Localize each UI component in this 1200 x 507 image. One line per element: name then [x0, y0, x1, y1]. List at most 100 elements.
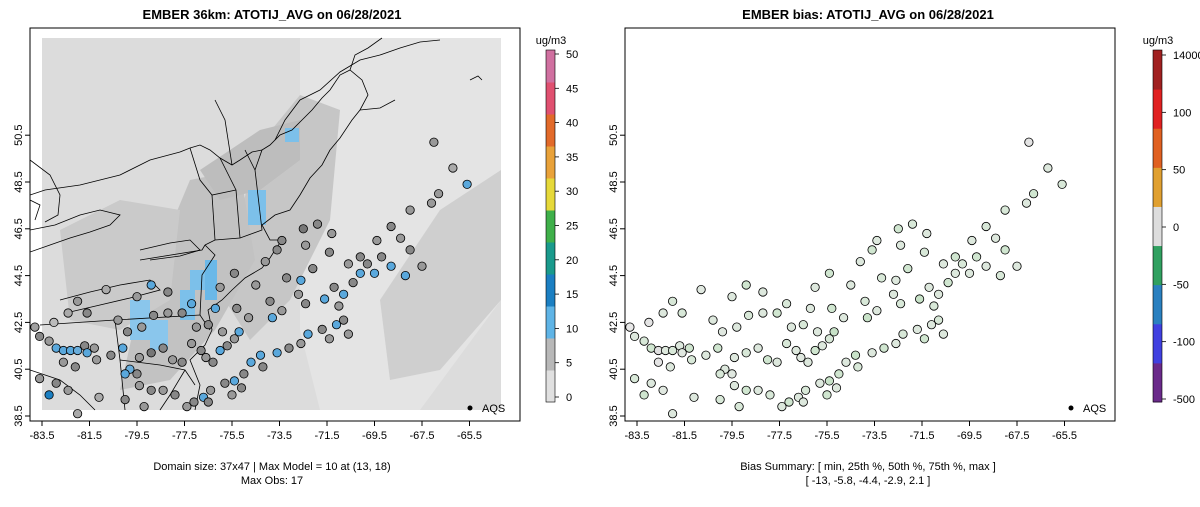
left-station-marker [255, 350, 266, 360]
right-station-marker [727, 292, 737, 302]
left-station-marker [44, 336, 54, 346]
left-colorbar-tick-label: 25 [566, 221, 578, 233]
left-station-marker [73, 296, 83, 306]
left-station-marker [433, 189, 444, 199]
right-station-marker [924, 282, 934, 292]
left-station-marker [229, 268, 239, 278]
right-station-marker [912, 324, 922, 334]
left-station-marker [236, 383, 247, 393]
right-station-marker [950, 268, 960, 278]
left-colorbar-segment [546, 306, 555, 339]
right-station-marker [898, 329, 908, 339]
right-colorbar-segment [1153, 89, 1162, 129]
left-station-marker [94, 392, 104, 402]
left-station-marker [296, 338, 306, 349]
left-station-marker [146, 280, 156, 290]
left-station-marker [34, 373, 45, 384]
left-colorbar-segment [546, 370, 555, 403]
right-aqs-legend-label: AQS [1083, 403, 1106, 415]
left-station-marker [122, 327, 133, 337]
right-station-marker [957, 259, 968, 269]
right-colorbar-segment [1153, 323, 1162, 364]
right-station-marker [629, 373, 640, 384]
left-y-tick-label: 42.5 [13, 312, 25, 333]
right-station-marker [829, 327, 839, 337]
right-x-tick-label: -65.5 [1052, 430, 1077, 442]
left-station-marker [293, 289, 304, 299]
right-colorbar-segment [1153, 362, 1162, 403]
right-station-marker [727, 369, 737, 379]
right-station-marker [684, 343, 694, 353]
right-station-marker [938, 329, 949, 339]
left-colorbar-tick-label: 0 [566, 392, 572, 404]
left-station-marker [372, 235, 382, 246]
left-station-marker [168, 355, 178, 365]
left-station-marker [362, 259, 372, 269]
right-station-marker [879, 343, 889, 353]
right-station-marker [781, 338, 792, 349]
left-station-marker [296, 275, 306, 285]
left-colorbar-tick-label: 20 [566, 255, 578, 267]
left-station-marker [44, 390, 54, 400]
right-y-tick-label: 44.5 [608, 265, 620, 286]
right-station-marker [853, 362, 863, 372]
right-station-marker [867, 245, 877, 255]
right-station-marker [772, 357, 782, 367]
left-aqs-legend-label: AQS [482, 403, 505, 415]
right-station-marker [1029, 189, 1039, 199]
right-station-marker [990, 233, 1001, 243]
right-station-marker [689, 392, 699, 402]
left-station-marker [163, 287, 173, 297]
right-station-marker [860, 296, 870, 306]
right-colorbar: ug/m3 -500-100-5005010014000 [1143, 35, 1200, 406]
left-station-marker [146, 348, 156, 358]
left-station-marker [327, 228, 337, 239]
right-plot-frame [624, 27, 1116, 422]
right-station-marker [762, 355, 773, 365]
left-station-marker [229, 334, 239, 344]
right-station-marker [914, 294, 925, 304]
left-station-marker [158, 385, 168, 395]
right-y-tick-label: 42.5 [608, 312, 620, 333]
left-station-marker [120, 394, 130, 405]
left-station-marker [324, 247, 334, 257]
left-station-marker [137, 322, 147, 332]
right-station-marker [758, 308, 768, 318]
right-station-marker [805, 303, 816, 313]
left-station-marker [251, 280, 261, 290]
left-basemap [30, 37, 483, 411]
left-station-marker [30, 322, 40, 332]
left-station-marker [146, 385, 156, 395]
left-station-marker [222, 341, 232, 351]
right-station-marker [644, 317, 654, 327]
left-station-marker [134, 380, 144, 391]
left-colorbar-segment [546, 210, 555, 243]
right-station-marker [981, 221, 991, 232]
left-station-marker [182, 401, 192, 412]
right-colorbar-tick-label: 14000 [1173, 50, 1200, 62]
left-station-marker [63, 385, 73, 395]
left-footer-line2: Max Obs: 17 [241, 475, 303, 487]
left-station-marker [58, 357, 69, 367]
right-station-marker [772, 308, 782, 318]
right-station-marker [777, 401, 787, 412]
right-station-marker [786, 322, 797, 332]
left-station-marker [400, 270, 410, 281]
left-station-marker [120, 369, 130, 379]
right-station-marker [810, 282, 820, 292]
right-x-tick-label: -81.5 [672, 430, 697, 442]
left-station-marker [229, 376, 239, 386]
right-station-marker [753, 385, 763, 395]
left-station-marker [369, 268, 380, 278]
left-station-markers [30, 137, 472, 419]
right-station-marker [715, 394, 725, 405]
left-station-marker [355, 268, 365, 278]
left-aqs-legend: AQS [467, 403, 505, 415]
right-station-marker [862, 313, 873, 323]
right-colorbar-segment [1153, 50, 1162, 90]
right-station-marker [625, 322, 635, 332]
left-station-marker [196, 345, 206, 356]
left-station-marker [376, 252, 387, 262]
right-station-marker [810, 345, 820, 356]
right-station-marker [876, 273, 887, 283]
